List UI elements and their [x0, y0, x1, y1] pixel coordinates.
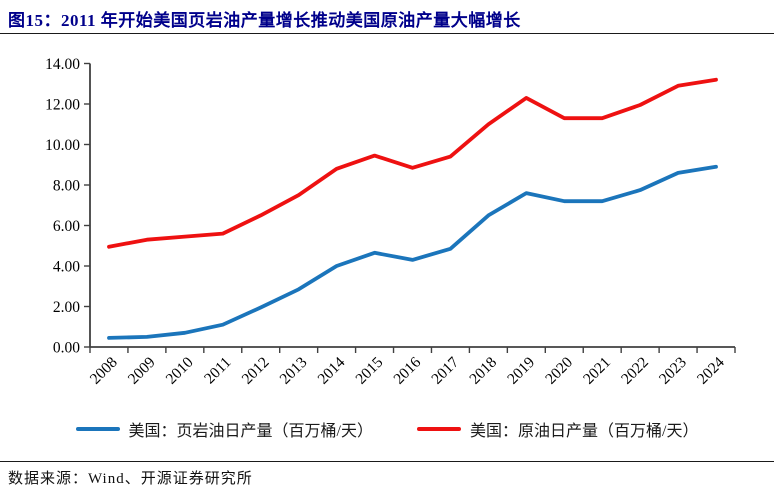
y-tick-label: 0.00: [53, 340, 80, 357]
legend-swatch-shale-icon: [75, 427, 120, 431]
x-tick-label: 2012: [239, 354, 273, 388]
x-tick-label: 2016: [390, 354, 424, 388]
y-tick-label: 8.00: [53, 178, 80, 195]
y-tick-label: 2.00: [53, 299, 80, 316]
x-tick-label: 2008: [87, 354, 121, 388]
x-tick-label: 2024: [694, 354, 728, 388]
y-tick-label: 6.00: [53, 218, 80, 235]
source-divider: [0, 461, 774, 462]
y-tick-label: 14.00: [45, 56, 80, 73]
x-tick-label: 2014: [315, 354, 349, 388]
title-divider: [0, 33, 774, 34]
x-tick-label: 2021: [580, 354, 614, 388]
legend-item-shale: 美国：页岩油日产量（百万桶/天）: [75, 417, 373, 441]
legend-label-crude: 美国：原油日产量（百万桶/天）: [470, 423, 699, 440]
x-tick-label: 2019: [504, 354, 538, 388]
chart-legend: 美国：页岩油日产量（百万桶/天） 美国：原油日产量（百万桶/天）: [0, 413, 774, 445]
x-tick-label: 2022: [618, 354, 652, 388]
x-tick-label: 2018: [466, 354, 500, 388]
x-tick-label: 2010: [163, 354, 197, 388]
crude-oil-line: [107, 77, 718, 249]
x-tick-label: 2023: [656, 354, 690, 388]
x-tick-label: 2020: [542, 354, 576, 388]
legend-item-crude: 美国：原油日产量（百万桶/天）: [417, 417, 698, 441]
x-tick-label: 2013: [277, 354, 311, 388]
x-tick-label: 2011: [201, 354, 235, 388]
x-tick-label: 2015: [352, 354, 386, 388]
y-tick-label: 4.00: [53, 259, 80, 276]
x-tick-label: 2017: [428, 354, 462, 388]
x-tick-label: 2009: [125, 354, 159, 388]
legend-label-shale: 美国：页岩油日产量（百万桶/天）: [128, 423, 373, 440]
data-source: 数据来源：Wind、开源证券研究所: [8, 471, 253, 487]
y-tick-label: 10.00: [45, 137, 80, 154]
figure-title: 图15：2011 年开始美国页岩油产量增长推动美国原油产量大幅增长: [8, 11, 521, 30]
shale-oil-line: [107, 164, 718, 340]
y-tick-label: 12.00: [45, 97, 80, 114]
legend-swatch-crude-icon: [417, 427, 461, 431]
